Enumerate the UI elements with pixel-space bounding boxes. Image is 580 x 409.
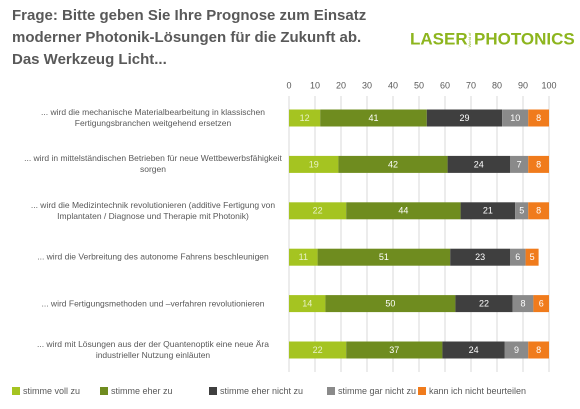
- x-tick-label: 20: [336, 80, 346, 90]
- x-tick-label: 40: [388, 80, 398, 90]
- bar-segment: [338, 155, 448, 173]
- category-label: ... wird in mittelständischen Betrieben …: [24, 153, 282, 175]
- data-label: 8: [536, 159, 541, 169]
- x-tick-label: 50: [414, 80, 424, 90]
- data-label: 50: [385, 298, 395, 308]
- chart-title: Frage: Bitte geben Sie Ihre Prognose zum…: [12, 7, 367, 68]
- data-label: 23: [475, 252, 485, 262]
- data-label: 24: [474, 159, 484, 169]
- bar-segment: [528, 341, 549, 359]
- bar-segment: [289, 248, 318, 266]
- bar-segment: [346, 202, 461, 220]
- data-label: 37: [389, 345, 399, 355]
- category-label: ... wird Fertigungsmethoden und –verfahr…: [41, 298, 265, 309]
- category-label: ... wird die Verbreitung des autonome Fa…: [37, 251, 269, 262]
- data-label: 8: [536, 345, 541, 355]
- legend-swatch: [100, 387, 108, 395]
- bar-segment: [346, 341, 443, 359]
- data-label: 14: [302, 298, 312, 308]
- bar-segment: [320, 109, 427, 127]
- data-label: 12: [300, 113, 310, 123]
- x-tick-label: 30: [362, 80, 372, 90]
- legend-swatch: [327, 387, 335, 395]
- data-label: 19: [309, 159, 319, 169]
- data-label: 9: [514, 345, 519, 355]
- x-tick-label: 100: [541, 80, 556, 90]
- data-label: 44: [398, 206, 408, 216]
- legend-swatch: [209, 387, 217, 395]
- legend-label: stimme eher zu: [111, 386, 173, 396]
- data-label: 29: [459, 113, 469, 123]
- x-tick-label: 80: [492, 80, 502, 90]
- data-label: 8: [536, 206, 541, 216]
- legend-label: stimme voll zu: [23, 386, 80, 396]
- bar-segment: [289, 202, 347, 220]
- data-label: 24: [469, 345, 479, 355]
- category-label: ... wird die Medizintechnik revolutionie…: [30, 199, 276, 221]
- legend-label: stimme eher nicht zu: [220, 386, 303, 396]
- data-label: 22: [313, 345, 323, 355]
- data-label: 6: [539, 298, 544, 308]
- data-label: 8: [536, 113, 541, 123]
- bar-segment: [455, 295, 513, 313]
- x-tick-label: 10: [310, 80, 320, 90]
- bar-segment: [289, 341, 347, 359]
- data-label: 42: [388, 159, 398, 169]
- legend-label: stimme gar nicht zu: [338, 386, 416, 396]
- bar-segment: [528, 155, 549, 173]
- bar-segment: [450, 248, 510, 266]
- legend-label: kann ich nicht beurteilen: [429, 386, 526, 396]
- bar-segment: [525, 248, 539, 266]
- bar-segment: [512, 295, 534, 313]
- bar-segment: [447, 155, 510, 173]
- data-label: 6: [515, 252, 520, 262]
- logo-right: PHOTONICS: [474, 29, 575, 48]
- logo-left: LASER: [410, 29, 468, 48]
- data-label: 7: [517, 159, 522, 169]
- bar-segment: [510, 248, 526, 266]
- x-tick-label: 70: [466, 80, 476, 90]
- logo-middle: World of: [467, 32, 472, 48]
- x-tick-label: 90: [518, 80, 528, 90]
- data-label: 8: [520, 298, 525, 308]
- bar-segment: [317, 248, 451, 266]
- bar-segment: [289, 155, 339, 173]
- data-label: 5: [530, 252, 535, 262]
- bar-segment: [515, 202, 529, 220]
- bar-segment: [528, 109, 549, 127]
- bar-segment: [325, 295, 456, 313]
- data-label: 11: [299, 252, 308, 262]
- category-label: ... wird die mechanische Materialbearbei…: [41, 107, 265, 128]
- data-label: 5: [519, 206, 524, 216]
- data-label: 22: [313, 206, 323, 216]
- bar-segment: [460, 202, 516, 220]
- data-label: 10: [510, 113, 520, 123]
- legend-swatch: [418, 387, 426, 395]
- data-label: 51: [379, 252, 389, 262]
- bar-segment: [289, 109, 321, 127]
- category-label: ... wird mit Lösungen aus der der Quante…: [36, 339, 269, 360]
- x-tick-label: 0: [286, 80, 291, 90]
- bar-segment: [528, 202, 549, 220]
- x-tick-label: 60: [440, 80, 450, 90]
- bar-segment: [504, 341, 529, 359]
- bar-segment: [502, 109, 529, 127]
- data-label: 41: [368, 113, 378, 123]
- legend-swatch: [12, 387, 20, 395]
- bar-segment: [426, 109, 503, 127]
- bar-segment: [510, 155, 529, 173]
- data-label: 22: [479, 298, 489, 308]
- data-label: 21: [483, 206, 493, 216]
- bar-segment: [289, 295, 326, 313]
- bar-segment: [442, 341, 505, 359]
- bar-segment: [533, 295, 549, 313]
